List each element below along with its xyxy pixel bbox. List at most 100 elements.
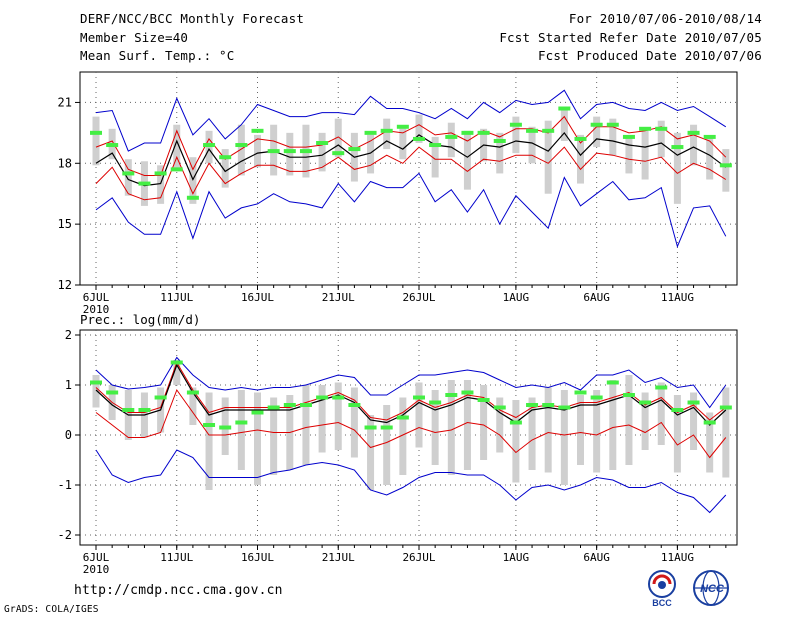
temp-box [318, 132, 326, 172]
prec-obs-marker [364, 425, 377, 430]
prec-obs-marker [203, 423, 216, 427]
temp-obs-marker [380, 128, 393, 133]
temp-box [254, 134, 261, 168]
temp-obs-marker [493, 138, 506, 143]
prec-obs-marker [154, 395, 167, 400]
prec-obs-marker [526, 403, 539, 407]
prec-obs-marker [396, 415, 409, 420]
forecast-period: For 2010/07/06-2010/08/14 [568, 11, 762, 26]
ncc-logo: NCC [693, 570, 729, 606]
prec-box [367, 415, 375, 490]
temp-obs-marker [106, 143, 119, 148]
temp-box [673, 132, 681, 204]
temp-obs-marker [154, 171, 167, 176]
prec-obs-marker [170, 360, 183, 365]
prec-box [334, 382, 342, 450]
temp-obs-marker [170, 167, 183, 172]
temp-box [690, 124, 698, 166]
temp-obs-marker [122, 171, 135, 176]
prec-box [350, 387, 358, 458]
prec-box [722, 387, 730, 478]
prec-box [544, 387, 552, 473]
prec-box [641, 392, 649, 450]
temp-obs-marker [719, 163, 732, 168]
prec-obs-marker [639, 400, 652, 405]
prec-obs-marker [445, 393, 458, 397]
source-url[interactable]: http://cmdp.ncc.cma.gov.cn [74, 583, 283, 598]
prec-obs-marker [186, 390, 199, 395]
prec-ytick-label: -2 [58, 528, 72, 542]
prec-xtick-year: 2010 [83, 563, 110, 576]
prec-obs-marker [332, 395, 345, 400]
prec-obs-marker [106, 390, 119, 395]
temp-obs-marker [138, 181, 151, 186]
prec-box [560, 390, 568, 485]
prec-box [415, 382, 423, 448]
temp-max-line [95, 89, 727, 152]
prec-xtick-label: 11AUG [661, 551, 694, 564]
temp-box [286, 132, 294, 176]
prec-obs-marker [542, 403, 555, 407]
prec-box [447, 380, 455, 475]
prec-obs-marker [316, 395, 329, 400]
prec-box [577, 395, 584, 465]
temp-obs-marker [671, 145, 684, 150]
temp-obs-marker [267, 149, 280, 154]
prec-obs-marker [138, 408, 151, 412]
prec-obs-marker [413, 395, 425, 400]
temp-box [560, 108, 568, 141]
temp-box [431, 136, 439, 178]
prec-panel-title: Prec.: log(mm/d) [80, 312, 200, 327]
prec-ytick-label: -1 [58, 478, 72, 492]
prec-obs-marker [703, 420, 716, 425]
temp-obs-marker [413, 136, 425, 141]
temp-obs-marker [283, 149, 296, 154]
temp-box [205, 130, 213, 164]
temp-obs-marker [526, 128, 539, 133]
prec-box [318, 385, 326, 453]
temp-obs-marker [639, 126, 652, 131]
prec-obs-marker [509, 420, 522, 425]
prec-obs-marker [671, 408, 684, 412]
prec-obs-marker [429, 400, 442, 405]
temp-obs-marker [509, 122, 522, 127]
temp-obs-marker [332, 151, 345, 156]
prec-box [237, 390, 245, 470]
prec-box [92, 375, 100, 408]
prec-box [399, 397, 407, 475]
temp-box [383, 118, 391, 150]
prec-box [528, 397, 536, 470]
temp-obs-marker [235, 143, 248, 148]
prec-xtick-label: 1AUG [503, 551, 530, 564]
prec-obs-marker [219, 425, 232, 430]
prec-obs-marker [622, 393, 635, 397]
temp-obs-marker [606, 122, 619, 127]
temp-obs-marker [348, 147, 361, 152]
temp-obs-marker [461, 130, 474, 135]
temp-box [173, 124, 181, 170]
prec-obs-marker [461, 390, 474, 395]
temp-xtick-label: 16JUL [241, 291, 274, 304]
prec-xtick-label: 6JUL [83, 551, 110, 564]
prec-obs-marker [719, 405, 732, 410]
temp-box [625, 136, 633, 174]
temp-lower-line [95, 146, 727, 201]
bcc-logo-text: BCC [652, 598, 672, 608]
temp-ytick-label: 15 [58, 217, 72, 231]
fcst-start-date: Fcst Started Refer Date 2010/07/05 [499, 30, 762, 45]
prec-obs-marker [687, 400, 700, 405]
prec-box [205, 392, 213, 490]
prec-plot-frame [79, 329, 738, 546]
temp-box [447, 122, 455, 158]
prec-box [512, 400, 520, 483]
prec-obs-marker [558, 405, 571, 410]
ncc-logo-text: NCC [700, 583, 725, 595]
temp-ytick-label: 18 [58, 156, 72, 170]
prec-xtick-label: 6AUG [583, 551, 610, 564]
temp-xtick-label: 1AUG [503, 291, 530, 304]
prec-box [496, 397, 504, 453]
temp-box [609, 118, 617, 156]
prec-ytick-label: 0 [65, 428, 72, 442]
temp-min-line [95, 172, 727, 249]
temp-obs-marker [558, 106, 571, 111]
